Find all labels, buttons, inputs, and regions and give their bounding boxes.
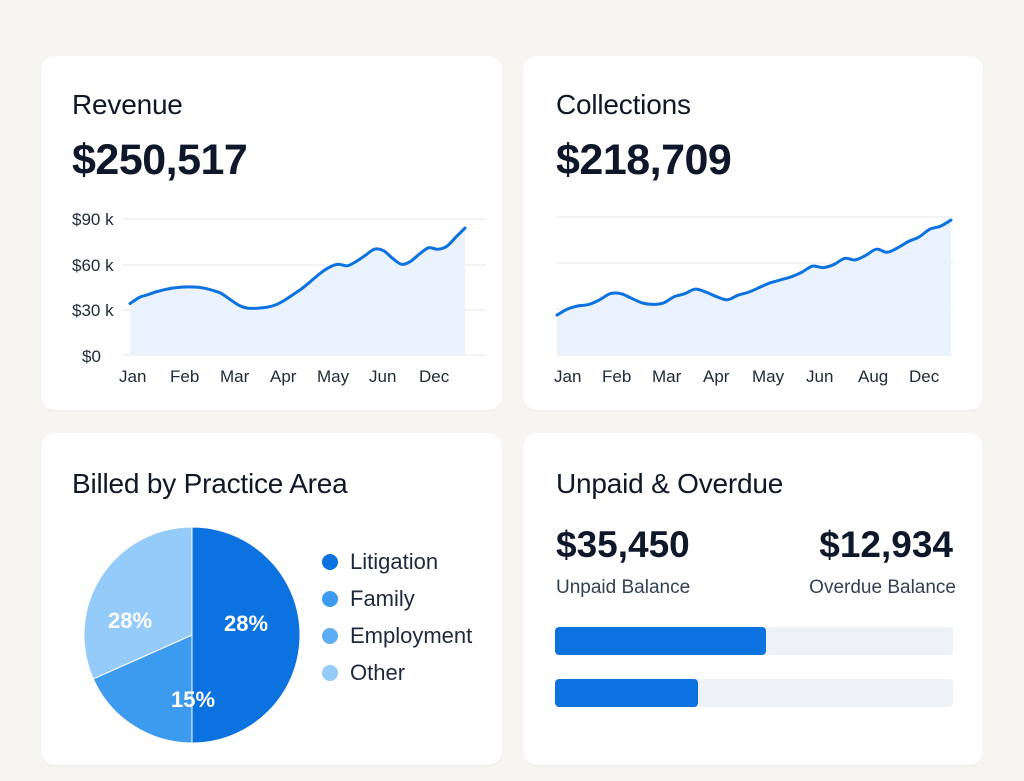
overdue-value: $12,934 bbox=[819, 524, 953, 565]
unpaid-card: Unpaid & Overdue $35,450 Unpaid Balance … bbox=[523, 433, 983, 765]
legend-item: Other bbox=[322, 654, 472, 691]
pie-label-litigation: 28% bbox=[224, 611, 268, 636]
billed-title: Billed by Practice Area bbox=[72, 468, 348, 499]
unpaid-progress-track bbox=[555, 627, 953, 655]
pie-label-other: 28% bbox=[108, 608, 152, 633]
x-tick-label: Jan bbox=[554, 367, 581, 386]
revenue-line bbox=[128, 226, 467, 310]
collections-line bbox=[555, 218, 953, 317]
x-tick-label: Apr bbox=[270, 367, 297, 386]
legend-label: Other bbox=[350, 659, 406, 685]
x-tick-label: Feb bbox=[602, 367, 631, 386]
pie-label-employment: 15% bbox=[171, 687, 215, 712]
x-tick-label: May bbox=[317, 367, 350, 386]
y-tick-label: $90 k bbox=[72, 210, 114, 229]
collections-area bbox=[557, 220, 951, 355]
legend-dot bbox=[322, 627, 338, 644]
x-tick-label: Dec bbox=[909, 367, 940, 386]
legend-dot bbox=[322, 553, 338, 570]
x-tick-label: May bbox=[752, 367, 785, 386]
pie-slice-other bbox=[83, 526, 193, 680]
legend-item: Litigation bbox=[322, 543, 472, 580]
revenue-title: Revenue bbox=[72, 89, 183, 120]
overdue-progress-fill bbox=[555, 679, 699, 707]
pie-slice-employment bbox=[92, 634, 193, 744]
x-tick-label: Apr bbox=[703, 367, 730, 386]
overdue-progress-track bbox=[555, 679, 953, 707]
pie-chart: 28% 15% 28% bbox=[83, 526, 301, 744]
collections-value: $218,709 bbox=[556, 136, 732, 184]
pie-legend: Litigation Family Employment Other bbox=[322, 543, 472, 691]
collections-chart: Jan Feb Mar Apr May Jun Aug Dec bbox=[554, 216, 953, 386]
revenue-value: $250,517 bbox=[72, 136, 248, 184]
y-tick-label: $60 k bbox=[72, 256, 114, 275]
revenue-area bbox=[130, 228, 465, 355]
x-tick-label: Jan bbox=[119, 367, 146, 386]
legend-dot bbox=[322, 664, 338, 681]
legend-dot bbox=[322, 590, 338, 607]
x-tick-label: Jun bbox=[369, 367, 396, 386]
unpaid-title: Unpaid & Overdue bbox=[556, 468, 784, 499]
y-tick-label: $0 bbox=[82, 347, 101, 366]
x-tick-label: Jun bbox=[806, 367, 833, 386]
y-tick-label: $30 k bbox=[72, 301, 114, 320]
legend-label: Litigation bbox=[350, 548, 439, 574]
x-tick-label: Mar bbox=[652, 367, 682, 386]
collections-title: Collections bbox=[556, 89, 691, 120]
billed-card: Billed by Practice Area 28% 15% 28% Liti… bbox=[41, 433, 502, 765]
legend-label: Employment bbox=[350, 622, 473, 648]
collections-card: Collections $218,709 Jan Feb Mar Apr May… bbox=[523, 56, 983, 410]
x-tick-label: Dec bbox=[419, 367, 450, 386]
overdue-label: Overdue Balance bbox=[809, 577, 956, 598]
revenue-card: Revenue $250,517 $90 k $60 k $30 k $0 Ja… bbox=[41, 56, 502, 410]
unpaid-value: $35,450 bbox=[556, 524, 690, 565]
revenue-chart: $90 k $60 k $30 k $0 Jan Feb Mar Apr May… bbox=[72, 210, 486, 386]
legend-item: Family bbox=[322, 580, 472, 617]
x-tick-label: Feb bbox=[170, 367, 199, 386]
legend-label: Family bbox=[350, 585, 415, 611]
unpaid-label: Unpaid Balance bbox=[556, 577, 691, 598]
x-tick-label: Aug bbox=[858, 367, 888, 386]
x-tick-label: Mar bbox=[220, 367, 250, 386]
legend-item: Employment bbox=[322, 617, 472, 654]
pie-slice-litigation bbox=[191, 526, 301, 744]
unpaid-progress-fill bbox=[555, 627, 766, 655]
